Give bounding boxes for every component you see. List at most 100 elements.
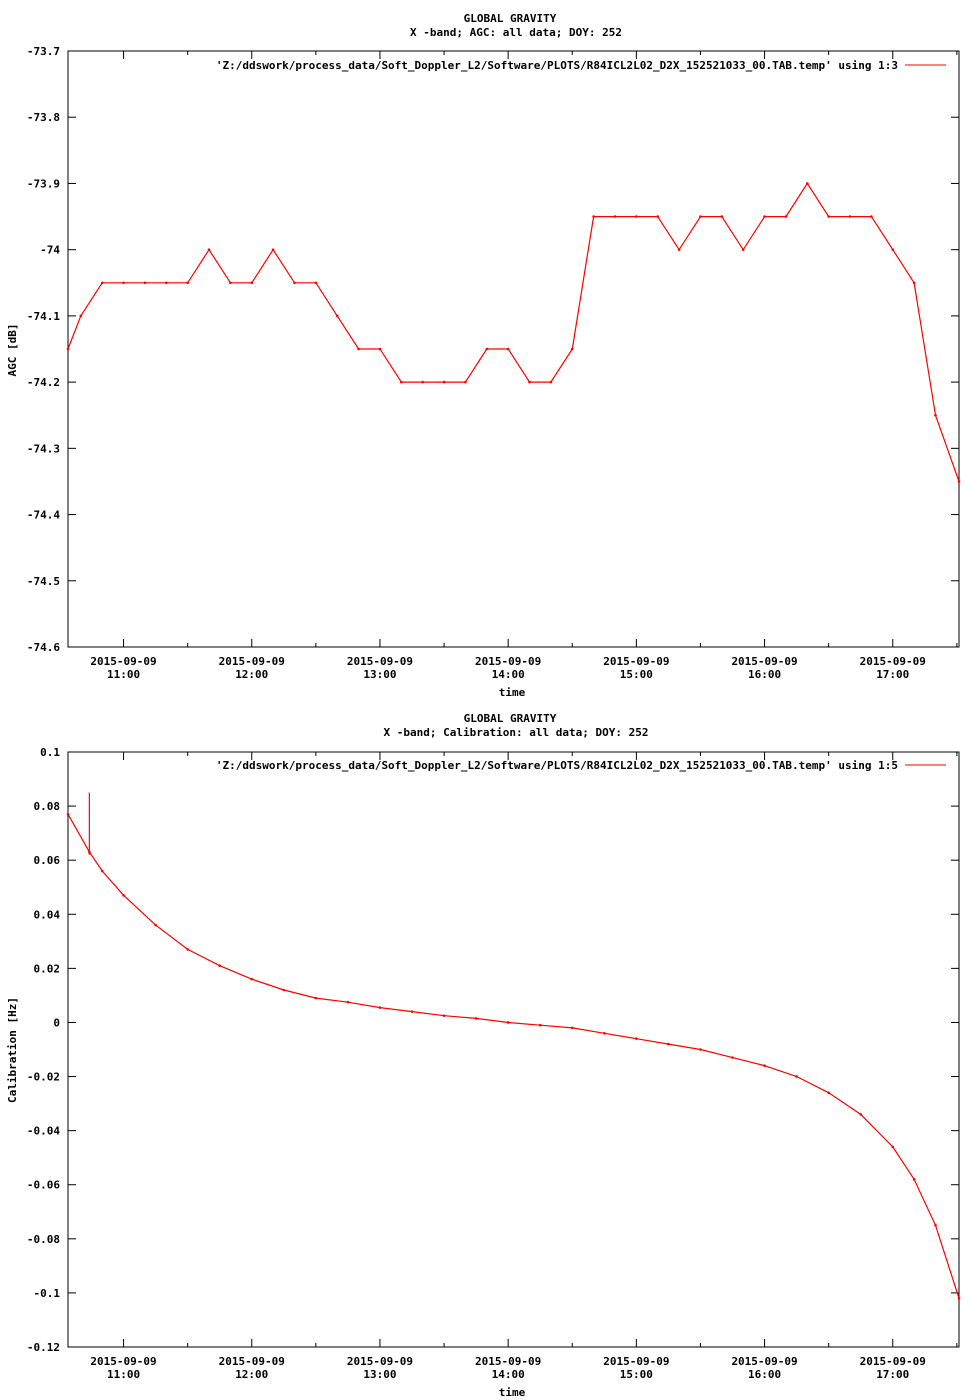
agc-y-axis-label: AGC [dB] — [6, 324, 19, 377]
calibration-x-tick-date: 2015-09-09 — [475, 1355, 541, 1368]
agc-y-tick-label: -74 — [40, 244, 60, 257]
agc-data-point — [699, 215, 702, 218]
agc-data-point — [143, 281, 147, 285]
agc-data-point — [314, 281, 318, 285]
calibration-data-point — [603, 1031, 606, 1035]
agc-data-point — [335, 314, 339, 318]
agc-data-point — [957, 480, 961, 483]
agc-x-tick-time: 13:00 — [363, 668, 396, 681]
agc-series — [66, 182, 961, 483]
agc-data-point — [635, 215, 638, 218]
agc-chart-subtitle: X -band; AGC: all data; DOY: 252 — [410, 26, 622, 39]
agc-data-point — [870, 215, 873, 218]
calibration-data-point — [934, 1223, 937, 1227]
agc-x-tick-date: 2015-09-09 — [731, 655, 797, 668]
agc-x-tick-date: 2015-09-09 — [860, 655, 926, 668]
calibration-data-point — [442, 1014, 446, 1017]
calibration-data-point — [957, 1297, 961, 1300]
calibration-data-point — [186, 948, 189, 951]
calibration-chart-subtitle: X -band; Calibration: all data; DOY: 252 — [384, 726, 649, 739]
calibration-y-tick-label: -0.1 — [34, 1287, 61, 1300]
agc-x-tick-date: 2015-09-09 — [475, 655, 541, 668]
agc-data-point — [934, 413, 937, 417]
agc-data-point — [79, 314, 83, 318]
agc-data-point — [250, 281, 254, 285]
agc-y-tick-label: -74.3 — [27, 442, 60, 455]
calibration-x-tick-time: 13:00 — [363, 1368, 396, 1381]
calibration-x-tick-time: 14:00 — [492, 1368, 525, 1381]
calibration-x-axis-label: time — [499, 1386, 526, 1399]
agc-data-point — [784, 215, 788, 218]
calibration-y-tick-label: 0.1 — [40, 746, 60, 759]
calibration-data-point — [282, 988, 286, 992]
calibration-x-tick-time: 12:00 — [235, 1368, 268, 1381]
calibration-y-tick-label: 0.02 — [34, 962, 61, 975]
agc-y-tick-label: -74.1 — [27, 310, 60, 323]
agc-data-point — [677, 248, 681, 251]
agc-data-point — [229, 281, 232, 285]
calibration-y-tick-label: 0.04 — [34, 908, 61, 921]
calibration-x-axis: 2015-09-0911:002015-09-0912:002015-09-09… — [90, 752, 958, 1381]
calibration-y-tick-label: 0.08 — [34, 800, 61, 813]
calibration-y-tick-label: -0.04 — [27, 1125, 60, 1138]
calibration-x-tick-date: 2015-09-09 — [731, 1355, 797, 1368]
agc-data-point — [613, 215, 617, 218]
calibration-x-tick-date: 2015-09-09 — [219, 1355, 285, 1368]
calibration-data-point — [538, 1023, 542, 1027]
agc-x-tick-date: 2015-09-09 — [90, 655, 156, 668]
agc-x-axis-label: time — [499, 686, 526, 699]
agc-plot-frame — [67, 50, 960, 648]
agc-data-point — [592, 215, 595, 218]
calibration-data-point — [859, 1113, 863, 1116]
calibration-y-axis-label: Calibration [Hz] — [6, 997, 19, 1103]
calibration-chart: GLOBAL GRAVITY X -band; Calibration: all… — [6, 712, 961, 1399]
agc-data-point — [164, 281, 168, 285]
agc-data-point — [570, 347, 574, 351]
agc-y-tick-label: -74.4 — [27, 509, 60, 522]
agc-y-tick-label: -74.5 — [27, 575, 60, 588]
calibration-x-tick-time: 11:00 — [107, 1368, 140, 1381]
agc-x-tick-date: 2015-09-09 — [219, 655, 285, 668]
agc-data-point — [100, 281, 104, 285]
calibration-y-tick-label: -0.12 — [27, 1341, 60, 1354]
agc-data-point — [848, 215, 852, 218]
agc-data-point — [827, 215, 830, 218]
agc-data-point — [378, 347, 382, 351]
agc-chart-title: GLOBAL GRAVITY — [464, 12, 557, 25]
agc-x-tick-time: 11:00 — [107, 668, 140, 681]
agc-data-point — [66, 347, 70, 351]
calibration-x-tick-date: 2015-09-09 — [347, 1355, 413, 1368]
agc-data-point — [549, 380, 553, 384]
agc-data-point — [720, 215, 724, 218]
calibration-data-point — [346, 1000, 350, 1004]
calibration-x-tick-date: 2015-09-09 — [603, 1355, 669, 1368]
calibration-data-point — [891, 1145, 895, 1149]
calibration-data-point — [827, 1091, 830, 1095]
calibration-data-point — [100, 869, 104, 873]
agc-data-point — [357, 347, 360, 351]
calibration-data-point — [763, 1064, 766, 1068]
calibration-y-axis: 0.1 0.08 0.06 0.04 0.02 0 -0.02 -0.04 -0.06 -0.08… — [27, 746, 959, 1354]
calibration-series-line — [67, 813, 960, 1299]
calibration-data-point — [218, 964, 222, 967]
agc-data-point — [186, 281, 189, 285]
agc-y-axis: -73.7 -73.8 -73.9 -74 -74.1 -74.2 -74.3 -74.4 -7… — [27, 45, 959, 654]
agc-data-point — [293, 281, 296, 285]
agc-y-tick-label: -73.9 — [27, 177, 60, 190]
calibration-data-point — [912, 1178, 916, 1181]
calibration-data-point — [154, 923, 157, 927]
calibration-data-point — [731, 1056, 734, 1059]
agc-data-point — [912, 281, 916, 285]
calibration-data-point — [410, 1010, 414, 1013]
agc-data-point — [271, 248, 275, 251]
calibration-x-tick-date: 2015-09-09 — [860, 1355, 926, 1368]
agc-data-point — [421, 380, 424, 384]
calibration-y-tick-label: -0.06 — [27, 1179, 60, 1192]
calibration-y-tick-label: -0.02 — [27, 1071, 60, 1084]
calibration-x-tick-time: 17:00 — [876, 1368, 909, 1381]
calibration-series — [66, 792, 961, 1300]
calibration-y-tick-label: -0.08 — [27, 1233, 60, 1246]
agc-x-tick-time: 17:00 — [876, 668, 909, 681]
calibration-data-point — [314, 996, 318, 1000]
